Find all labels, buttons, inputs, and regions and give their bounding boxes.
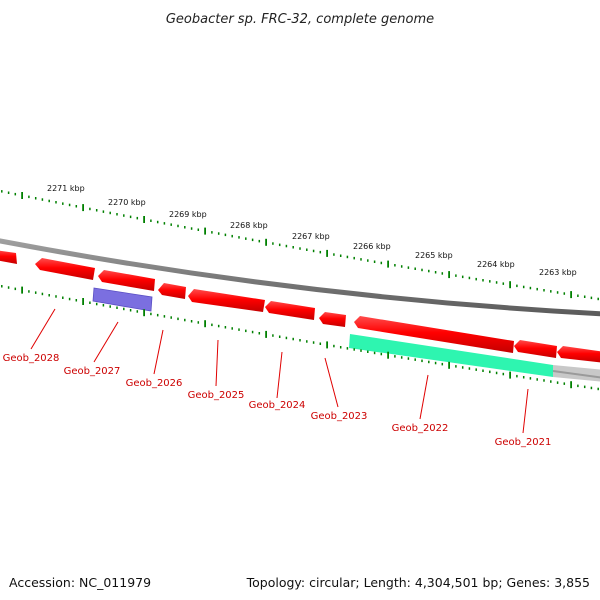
gene-label-geob-2027[interactable]: Geob_2027 xyxy=(64,366,121,377)
gene-arrow-next[interactable] xyxy=(557,346,600,363)
gene-label-geob-2022[interactable]: Geob_2022 xyxy=(392,423,449,434)
gene-label-geob-2021[interactable]: Geob_2021 xyxy=(495,437,552,448)
scale-label-2265: 2265 kbp xyxy=(415,251,453,260)
gene-arrow-geob-2027[interactable] xyxy=(98,270,155,291)
leader-lines xyxy=(30,308,529,434)
gene-arrow-0[interactable] xyxy=(0,250,17,264)
gene-label-geob-2024[interactable]: Geob_2024 xyxy=(249,400,306,411)
scale-label-2269: 2269 kbp xyxy=(169,210,207,219)
scale-label-2271: 2271 kbp xyxy=(47,184,85,193)
scale-labels: 2271 kbp 2270 kbp 2269 kbp 2268 kbp 2267… xyxy=(47,184,577,277)
gene-label-geob-2028[interactable]: Geob_2028 xyxy=(3,353,60,364)
feature-block-blue xyxy=(92,287,153,312)
topology-summary: Topology: circular; Length: 4,304,501 bp… xyxy=(246,575,590,590)
gene-label-geob-2026[interactable]: Geob_2026 xyxy=(126,378,183,389)
feature-block-green xyxy=(349,334,553,377)
gene-label-geob-2023[interactable]: Geob_2023 xyxy=(311,411,368,422)
scale-label-2267: 2267 kbp xyxy=(292,232,330,241)
gene-arrow-geob-2025[interactable] xyxy=(188,289,265,312)
gene-arrow-geob-2028[interactable] xyxy=(35,258,95,280)
gene-track xyxy=(0,250,600,363)
scale-label-2268: 2268 kbp xyxy=(230,221,268,230)
scale-label-2266: 2266 kbp xyxy=(353,242,391,251)
gene-arrow-geob-2022[interactable] xyxy=(354,316,514,353)
gene-labels: Geob_2028 Geob_2027 Geob_2026 Geob_2025 … xyxy=(3,353,552,448)
gene-label-geob-2025[interactable]: Geob_2025 xyxy=(188,390,245,401)
inner-scale-ring xyxy=(1,285,599,391)
gene-arrow-geob-2026[interactable] xyxy=(158,283,186,299)
accession-text: Accession: NC_011979 xyxy=(9,575,152,590)
gene-arrow-geob-2024[interactable] xyxy=(265,301,315,320)
outer-scale-ring xyxy=(1,190,599,301)
scale-label-2270: 2270 kbp xyxy=(108,198,146,207)
inner-backbone-segment xyxy=(552,370,600,379)
gene-arrow-geob-2023[interactable] xyxy=(319,312,346,327)
scale-label-2263: 2263 kbp xyxy=(539,268,577,277)
genome-title: Geobacter sp. FRC-32, complete genome xyxy=(166,12,434,27)
genome-backbone xyxy=(0,238,600,317)
scale-label-2264: 2264 kbp xyxy=(477,260,515,269)
gene-arrow-geob-2021[interactable] xyxy=(514,340,557,358)
